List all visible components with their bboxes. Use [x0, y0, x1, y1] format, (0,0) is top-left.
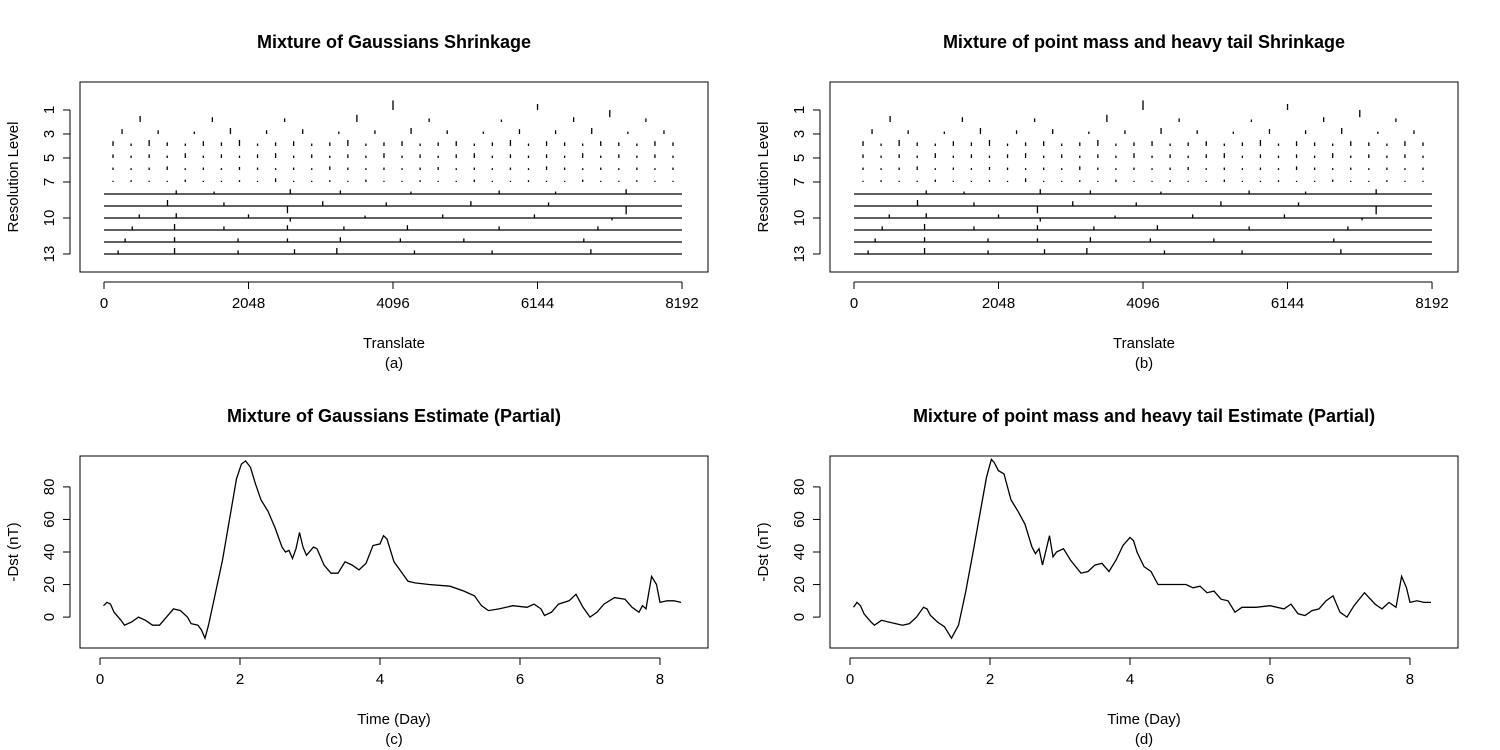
- x-tick-label: 4: [1126, 671, 1134, 688]
- caption: (c): [385, 731, 403, 748]
- y-tick-label: 5: [41, 154, 58, 162]
- x-tick-label: 8: [1406, 671, 1414, 688]
- y-axis-label: Resolution Level: [5, 122, 22, 233]
- chart-title: Mixture of Gaussians Shrinkage: [257, 32, 531, 52]
- plot-frame: [79, 81, 709, 273]
- x-tick-label: 4096: [1126, 295, 1159, 312]
- x-tick-label: 4096: [376, 295, 409, 312]
- caption: (d): [1135, 731, 1153, 748]
- chart-title: Mixture of point mass and heavy tail Shr…: [943, 32, 1345, 52]
- x-tick-label: 2: [236, 671, 244, 688]
- y-tick-label: 40: [791, 544, 808, 561]
- x-axis-label: Translate: [1113, 335, 1175, 352]
- y-tick-label: 7: [41, 178, 58, 186]
- y-tick-label: 20: [41, 576, 58, 593]
- y-tick-label: 13: [791, 246, 808, 263]
- y-tick-label: 3: [791, 130, 808, 138]
- x-tick-label: 0: [850, 295, 858, 312]
- y-tick-label: 80: [41, 479, 58, 496]
- y-tick-label: 10: [791, 210, 808, 227]
- caption: (b): [1135, 355, 1153, 372]
- x-tick-label: 6144: [521, 295, 554, 312]
- chart-title: Mixture of point mass and heavy tail Est…: [913, 406, 1375, 426]
- y-tick-label: 13: [41, 246, 58, 263]
- y-tick-label: 1: [791, 106, 808, 114]
- y-tick-label: 0: [41, 613, 58, 621]
- x-tick-label: 6: [1266, 671, 1274, 688]
- y-axis-label: -Dst (nT): [755, 522, 772, 581]
- x-tick-label: 0: [846, 671, 854, 688]
- y-tick-label: 60: [41, 511, 58, 528]
- y-tick-label: 0: [791, 613, 808, 621]
- estimate-line: [852, 457, 1431, 640]
- x-tick-label: 8192: [665, 295, 698, 312]
- x-tick-label: 0: [96, 671, 104, 688]
- y-tick-label: 7: [791, 178, 808, 186]
- y-tick-label: 5: [791, 154, 808, 162]
- x-axis-label: Translate: [363, 335, 425, 352]
- x-axis-label: Time (Day): [1107, 711, 1181, 728]
- y-tick-label: 40: [41, 544, 58, 561]
- x-axis-label: Time (Day): [357, 711, 431, 728]
- y-axis-label: -Dst (nT): [5, 522, 22, 581]
- chart-title: Mixture of Gaussians Estimate (Partial): [227, 406, 561, 426]
- x-tick-label: 4: [376, 671, 384, 688]
- y-tick-label: 1: [41, 106, 58, 114]
- y-tick-label: 80: [791, 479, 808, 496]
- y-axis-label: Resolution Level: [755, 122, 772, 233]
- x-tick-label: 6: [516, 671, 524, 688]
- x-tick-label: 0: [100, 295, 108, 312]
- caption: (a): [385, 355, 403, 372]
- y-tick-label: 10: [41, 210, 58, 227]
- y-tick-label: 3: [41, 130, 58, 138]
- plot-frame: [829, 81, 1459, 273]
- y-tick-label: 60: [791, 511, 808, 528]
- estimate-line: [103, 459, 682, 641]
- plot-frame: [829, 455, 1459, 649]
- x-tick-label: 6144: [1271, 295, 1304, 312]
- x-tick-label: 8192: [1415, 295, 1448, 312]
- x-tick-label: 2048: [982, 295, 1015, 312]
- x-tick-label: 8: [656, 671, 664, 688]
- plot-frame: [79, 455, 709, 649]
- x-tick-label: 2048: [232, 295, 265, 312]
- y-tick-label: 20: [791, 576, 808, 593]
- x-tick-label: 2: [986, 671, 994, 688]
